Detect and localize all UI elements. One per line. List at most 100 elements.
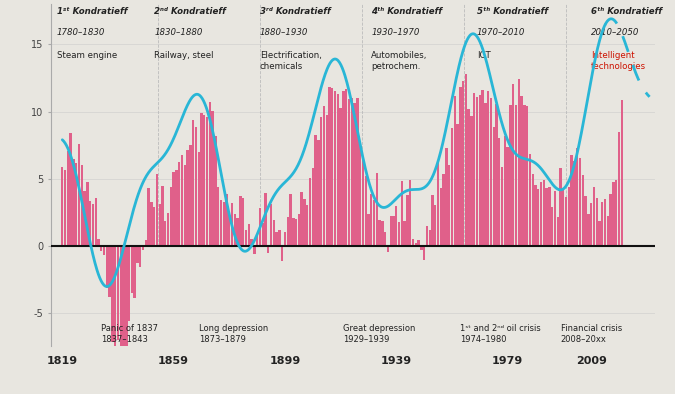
Bar bbox=[142, 246, 144, 250]
Bar bbox=[448, 165, 450, 246]
Bar bbox=[317, 140, 319, 246]
Bar bbox=[92, 204, 94, 246]
Bar bbox=[601, 202, 603, 246]
Bar bbox=[292, 218, 294, 246]
Bar bbox=[487, 91, 489, 246]
Bar bbox=[434, 205, 437, 246]
Bar bbox=[103, 246, 105, 255]
Bar bbox=[389, 216, 392, 246]
Bar bbox=[442, 174, 445, 246]
Bar bbox=[206, 117, 208, 246]
Bar bbox=[67, 151, 69, 246]
Bar bbox=[498, 138, 500, 246]
Bar bbox=[495, 104, 497, 246]
Bar bbox=[354, 103, 356, 246]
Bar bbox=[100, 246, 103, 251]
Text: Steam engine: Steam engine bbox=[57, 51, 117, 60]
Bar bbox=[256, 234, 259, 246]
Bar bbox=[384, 232, 386, 246]
Text: ICT: ICT bbox=[477, 51, 491, 60]
Text: 6ᵗʰ Kondratieff: 6ᵗʰ Kondratieff bbox=[591, 7, 662, 16]
Bar bbox=[587, 214, 589, 246]
Bar bbox=[401, 181, 403, 246]
Bar bbox=[512, 84, 514, 246]
Bar bbox=[84, 191, 86, 246]
Bar bbox=[342, 91, 345, 246]
Bar bbox=[151, 202, 153, 246]
Bar bbox=[250, 239, 252, 246]
Text: 1780–1830: 1780–1830 bbox=[57, 28, 105, 37]
Bar bbox=[356, 98, 358, 246]
Bar bbox=[604, 199, 606, 246]
Bar bbox=[295, 219, 297, 246]
Bar bbox=[362, 157, 364, 246]
Bar bbox=[468, 108, 470, 246]
Bar bbox=[122, 246, 125, 349]
Bar bbox=[582, 175, 584, 246]
Bar bbox=[618, 132, 620, 246]
Bar bbox=[239, 195, 242, 246]
Text: Long depression
1873–1879: Long depression 1873–1879 bbox=[198, 324, 268, 344]
Bar bbox=[590, 203, 593, 246]
Bar bbox=[111, 246, 113, 342]
Bar bbox=[554, 191, 556, 246]
Bar bbox=[119, 246, 122, 364]
Bar bbox=[95, 198, 97, 246]
Bar bbox=[125, 246, 128, 353]
Bar bbox=[203, 115, 205, 246]
Bar bbox=[595, 198, 598, 246]
Bar bbox=[576, 148, 578, 246]
Bar bbox=[568, 188, 570, 246]
Bar bbox=[86, 182, 88, 246]
Bar bbox=[573, 161, 576, 246]
Bar bbox=[161, 186, 164, 246]
Text: 2010–2050: 2010–2050 bbox=[591, 28, 639, 37]
Bar bbox=[531, 174, 534, 246]
Bar bbox=[228, 212, 230, 246]
Bar bbox=[298, 214, 300, 246]
Bar bbox=[70, 134, 72, 246]
Bar bbox=[479, 95, 481, 246]
Bar bbox=[451, 128, 453, 246]
Bar bbox=[184, 165, 186, 246]
Bar bbox=[387, 246, 389, 252]
Text: 3ʳᵈ Kondratieff: 3ʳᵈ Kondratieff bbox=[260, 7, 331, 16]
Bar bbox=[309, 178, 311, 246]
Bar bbox=[537, 189, 539, 246]
Bar bbox=[303, 199, 306, 246]
Bar bbox=[620, 100, 623, 246]
Bar bbox=[426, 226, 428, 246]
Bar bbox=[420, 246, 423, 250]
Bar bbox=[223, 202, 225, 246]
Bar bbox=[529, 154, 531, 246]
Bar bbox=[490, 98, 492, 246]
Bar bbox=[194, 127, 197, 246]
Bar bbox=[284, 232, 286, 246]
Bar bbox=[423, 246, 425, 260]
Bar bbox=[253, 246, 256, 254]
Bar bbox=[535, 185, 537, 246]
Bar bbox=[273, 220, 275, 246]
Bar bbox=[236, 218, 239, 246]
Bar bbox=[414, 243, 417, 246]
Bar bbox=[406, 195, 408, 246]
Bar bbox=[462, 81, 464, 246]
Bar bbox=[128, 246, 130, 321]
Bar bbox=[409, 180, 411, 246]
Bar bbox=[412, 239, 414, 246]
Bar bbox=[181, 155, 183, 246]
Bar bbox=[551, 206, 554, 246]
Bar bbox=[579, 158, 581, 246]
Text: 1930–1970: 1930–1970 bbox=[371, 28, 420, 37]
Bar bbox=[437, 160, 439, 246]
Text: Railway, steel: Railway, steel bbox=[154, 51, 214, 60]
Bar bbox=[540, 182, 542, 246]
Bar bbox=[61, 167, 63, 246]
Text: 2ⁿᵈ Kondratieff: 2ⁿᵈ Kondratieff bbox=[154, 7, 226, 16]
Bar bbox=[345, 89, 348, 246]
Bar bbox=[493, 127, 495, 246]
Bar bbox=[178, 162, 180, 246]
Bar bbox=[526, 106, 529, 246]
Text: 1880–1930: 1880–1930 bbox=[260, 28, 308, 37]
Bar bbox=[147, 188, 150, 246]
